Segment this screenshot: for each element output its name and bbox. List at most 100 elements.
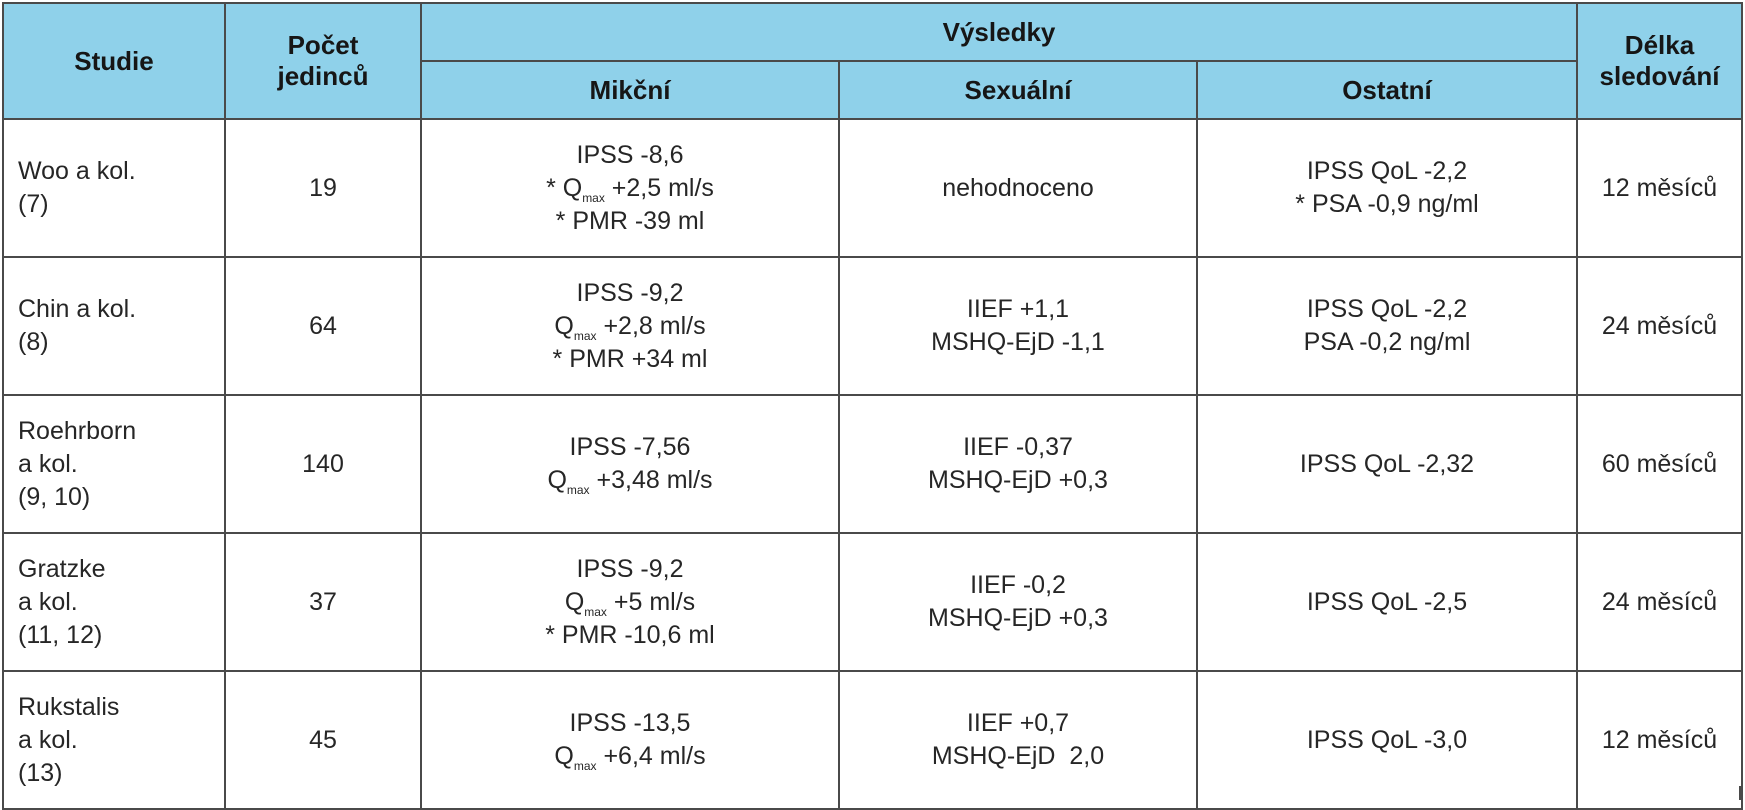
cell-study: Roehrborn a kol. (9, 10) [2, 394, 226, 534]
cell-ostatni: IPSS QoL -2,5 [1196, 532, 1578, 672]
sexualni-line: IIEF -0,2 [970, 571, 1066, 599]
sexualni-line: IIEF +1,1 [966, 295, 1070, 323]
study-line: a kol. [18, 725, 78, 754]
mikcni-line: Qmax +2,8 ml/s [428, 310, 832, 343]
header-row-top: Studie Počet jedinců Výsledky Délka sled… [2, 2, 1743, 120]
cell-duration: 12 měsíců [1576, 118, 1743, 258]
mikcni-text: +5 ml/s [606, 587, 696, 616]
mikcni-text: * PMR -10,6 ml [545, 620, 715, 649]
mikcni-line: IPSS -7,56 [428, 431, 832, 464]
cell-count: 140 [224, 394, 422, 534]
mikcni-text: +6,4 ml/s [596, 742, 706, 770]
mikcni-text: Q [547, 466, 567, 494]
cell-duration: 24 měsíců [1576, 532, 1743, 672]
ostatni-line: IPSS QoL -2,32 [1299, 449, 1475, 478]
mikcni-line: * PMR -39 ml [428, 205, 832, 238]
mikcni-text: Q [554, 311, 574, 340]
mikcni-line: Qmax +5 ml/s [428, 586, 832, 619]
header-delka-line: sledování [1599, 61, 1720, 91]
cell-study: Chin a kol. (8) [2, 256, 226, 396]
mikcni-line: IPSS -8,6 [428, 139, 832, 172]
study-line: a kol. [18, 449, 78, 478]
study-line: (8) [18, 328, 49, 356]
cell-mikcni: IPSS -8,6 * Qmax +2,5 ml/s * PMR -39 ml [420, 118, 840, 258]
mikcni-text: IPSS -13,5 [569, 709, 691, 737]
header-ostatni: Ostatní [1196, 60, 1578, 120]
mikcni-text: IPSS -8,6 [576, 140, 684, 169]
subscript-max: max [566, 483, 590, 497]
cell-count: 45 [224, 670, 422, 810]
mikcni-line: * PMR +34 ml [428, 343, 832, 376]
cell-duration: 12 měsíců [1576, 670, 1743, 810]
mikcni-text: IPSS -9,2 [576, 554, 684, 583]
ostatni-line: PSA -0,2 ng/ml [1303, 328, 1471, 356]
header-vysledky: Výsledky [420, 2, 1578, 62]
cell-mikcni: IPSS -13,5 Qmax +6,4 ml/s [420, 670, 840, 810]
table-body: Woo a kol. (7) 19 IPSS -8,6 * Qmax +2,5 ml/s… [2, 118, 1743, 810]
cell-count: 64 [224, 256, 422, 396]
ostatni-line: IPSS QoL -3,0 [1306, 725, 1468, 754]
cell-study: Woo a kol. (7) [2, 118, 226, 258]
study-line: Gratzke [18, 554, 106, 583]
table-row: Roehrborn a kol. (9, 10) 140 IPSS -7,56 Qmax … [2, 394, 1743, 534]
sexualni-line: IIEF +0,7 [966, 709, 1070, 737]
study-line: Roehrborn [18, 416, 137, 445]
subscript-max: max [573, 328, 597, 343]
cell-study: Gratzke a kol. (11, 12) [2, 532, 226, 672]
study-line: (13) [18, 758, 63, 787]
cell-sexualni: IIEF -0,37 MSHQ-EjD +0,3 [838, 394, 1198, 534]
study-line: a kol. [18, 587, 78, 616]
mikcni-line: IPSS -9,2 [428, 277, 832, 310]
mikcni-text: * PMR -39 ml [555, 206, 705, 235]
mikcni-text: * PMR +34 ml [552, 344, 708, 373]
table-row: Rukstalis a kol. (13) 45 IPSS -13,5 Qmax +6,4… [2, 670, 1743, 810]
header-delka-line: Délka [1624, 30, 1695, 60]
header-mikcni: Mikční [420, 60, 840, 120]
mikcni-text: Q [554, 742, 574, 770]
mikcni-line: Qmax +3,48 ml/s [428, 464, 832, 497]
study-line: Rukstalis [18, 692, 120, 721]
header-pocet-line: jedinců [277, 61, 369, 91]
mikcni-line: * PMR -10,6 ml [428, 619, 832, 652]
study-line: (7) [18, 190, 49, 218]
header-pocet: Počet jedinců [224, 2, 422, 120]
header-row-sub: Mikční Sexuální Ostatní [3, 60, 1742, 120]
ostatni-line: * PSA -0,9 ng/ml [1295, 190, 1479, 218]
cell-duration: 24 měsíců [1576, 256, 1743, 396]
cell-sexualni: IIEF -0,2 MSHQ-EjD +0,3 [838, 532, 1198, 672]
cell-mikcni: IPSS -7,56 Qmax +3,48 ml/s [420, 394, 840, 534]
cell-ostatni: IPSS QoL -3,0 [1196, 670, 1578, 810]
table-row: Woo a kol. (7) 19 IPSS -8,6 * Qmax +2,5 ml/s… [2, 118, 1743, 258]
table-row: Chin a kol. (8) 64 IPSS -9,2 Qmax +2,8 ml/s *… [2, 256, 1743, 396]
study-line: Chin a kol. [18, 295, 137, 323]
cell-sexualni: IIEF +1,1 MSHQ-EjD -1,1 [838, 256, 1198, 396]
mikcni-text: +3,48 ml/s [589, 466, 713, 494]
subscript-max: max [584, 604, 607, 619]
cell-count: 19 [224, 118, 422, 258]
subscript-max: max [582, 190, 605, 205]
ostatni-line: IPSS QoL -2,2 [1306, 157, 1468, 185]
sexualni-line: MSHQ-EjD +0,3 [928, 466, 1108, 494]
header-sexualni: Sexuální [838, 60, 1198, 120]
mikcni-text: IPSS -9,2 [576, 278, 684, 307]
cell-duration: 60 měsíců [1576, 394, 1743, 534]
cell-mikcni: IPSS -9,2 Qmax +2,8 ml/s * PMR +34 ml [420, 256, 840, 396]
cell-mikcni: IPSS -9,2 Qmax +5 ml/s * PMR -10,6 ml [420, 532, 840, 672]
cell-count: 37 [224, 532, 422, 672]
header-pocet-line: Počet [287, 30, 359, 60]
table-row: Gratzke a kol. (11, 12) 37 IPSS -9,2 Qmax +5 … [2, 532, 1743, 672]
mikcni-text: Q [564, 587, 585, 616]
study-line: Woo a kol. [18, 157, 136, 185]
sexualni-line: MSHQ-EjD -1,1 [931, 328, 1105, 356]
subscript-max: max [573, 759, 597, 773]
cell-ostatni: IPSS QoL -2,2 PSA -0,2 ng/ml [1196, 256, 1578, 396]
mikcni-line: Qmax +6,4 ml/s [428, 740, 832, 773]
mikcni-line: * Qmax +2,5 ml/s [428, 172, 832, 205]
mikcni-text: * Q [546, 173, 583, 202]
mikcni-text: +2,5 ml/s [604, 173, 714, 202]
mikcni-line: IPSS -9,2 [428, 553, 832, 586]
sexualni-line: MSHQ-EjD 2,0 [931, 742, 1105, 770]
header-studie: Studie [2, 2, 226, 120]
table-continuation [2, 786, 1741, 800]
